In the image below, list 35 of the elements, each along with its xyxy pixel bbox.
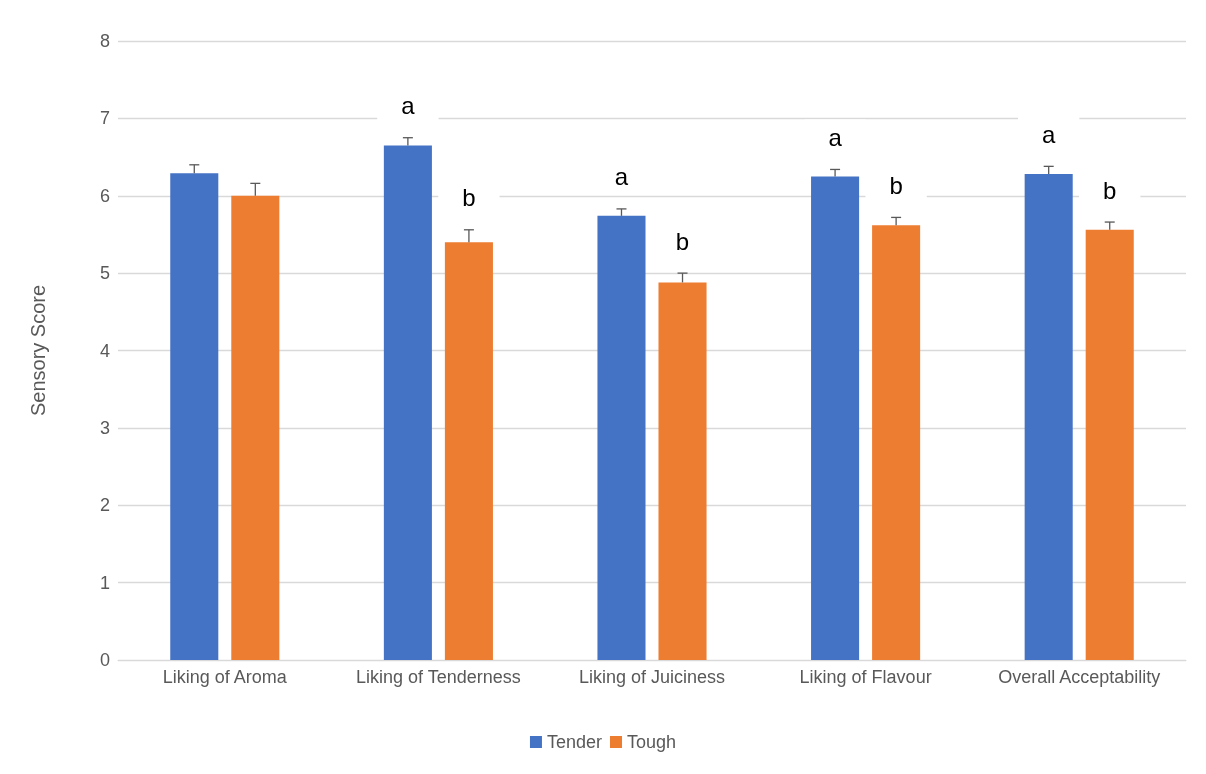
y-tick-label: 7 — [99, 108, 110, 129]
bar — [811, 176, 860, 660]
x-tick-label: Liking of Tenderness — [356, 667, 521, 687]
bar — [170, 173, 219, 660]
x-tick-label: Liking of Flavour — [799, 667, 932, 687]
bar — [872, 225, 921, 660]
y-tick-label: 8 — [99, 31, 110, 51]
y-tick-label: 1 — [99, 572, 110, 593]
y-axis-title: Sensory Score — [27, 284, 49, 417]
bar — [597, 215, 646, 660]
y-tick-label: 4 — [99, 340, 110, 361]
y-tick-label: 5 — [99, 263, 110, 284]
annotation: b — [675, 227, 690, 255]
annotation: b — [1103, 176, 1117, 204]
bar — [383, 145, 432, 660]
annotation: a — [614, 163, 629, 191]
x-tick-label: Liking of Aroma — [162, 667, 288, 687]
annotation: b — [462, 184, 476, 212]
annotation: b — [889, 171, 903, 199]
x-tick-label: Overall Acceptability — [998, 667, 1161, 687]
y-tick-label: 2 — [99, 495, 110, 516]
annotation: a — [1042, 120, 1056, 148]
bar — [1085, 229, 1134, 660]
x-tick-label: Liking of Juiciness — [578, 667, 726, 687]
y-tick-label: 3 — [99, 417, 110, 438]
annotation: a — [828, 123, 843, 151]
y-tick-label: 0 — [99, 650, 110, 670]
legend-label: Tender — [546, 732, 603, 752]
bar — [444, 242, 493, 660]
y-tick-label: 6 — [99, 185, 110, 206]
bar — [658, 282, 707, 660]
bar — [1024, 174, 1073, 660]
bar — [231, 195, 280, 660]
legend-label: Tough — [627, 732, 677, 752]
annotation: a — [401, 92, 416, 120]
